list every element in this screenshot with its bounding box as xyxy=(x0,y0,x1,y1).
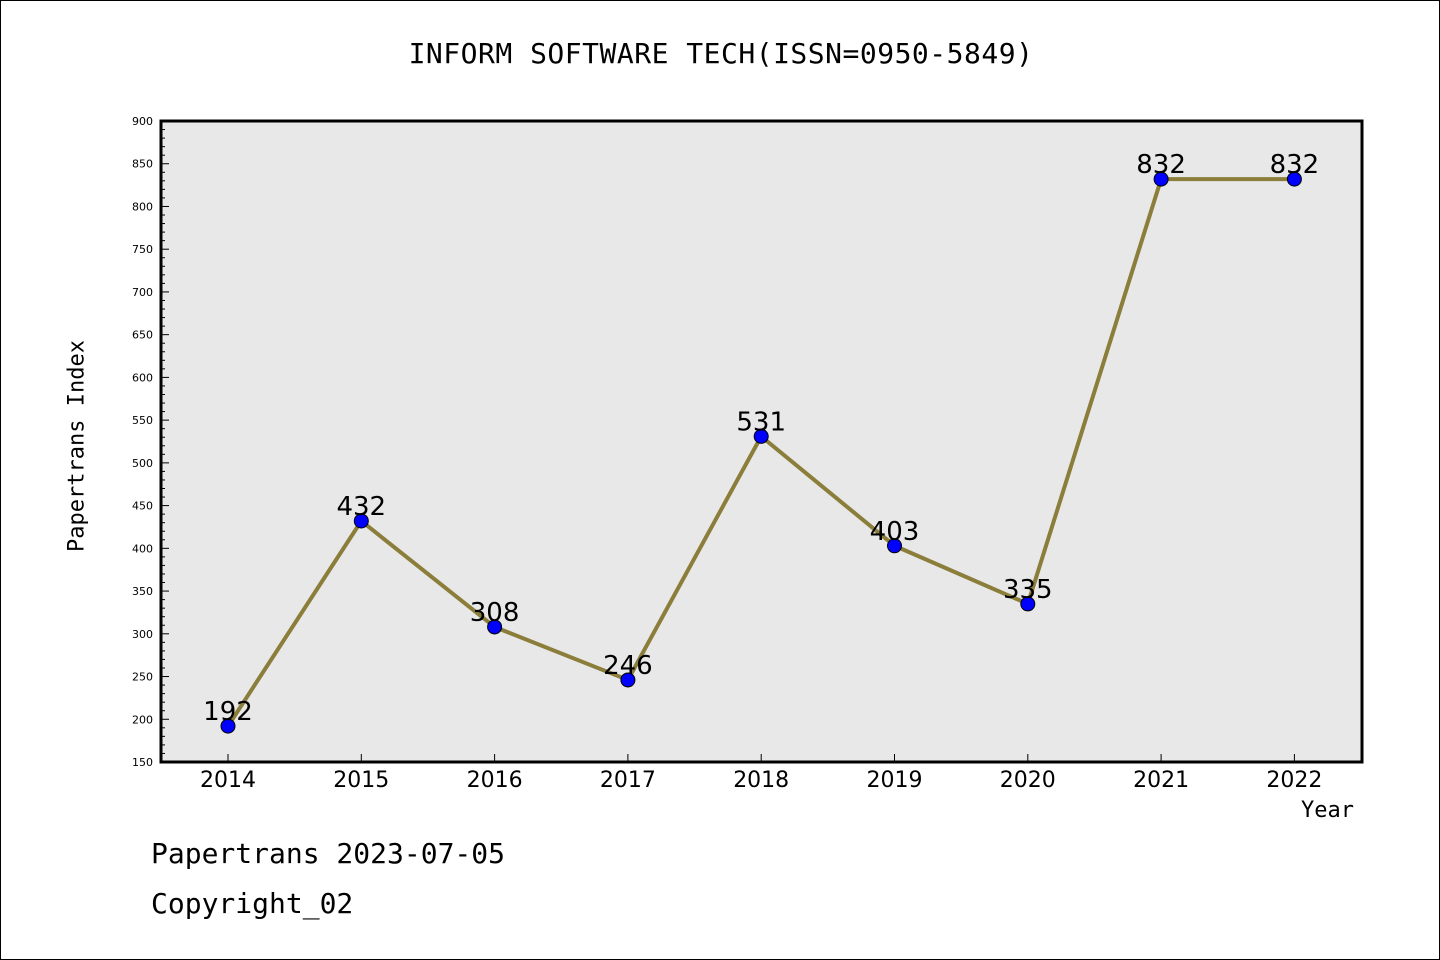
data-point xyxy=(620,672,636,688)
data-point xyxy=(1020,596,1036,612)
y-tick-label: 250 xyxy=(132,671,153,684)
x-tick-label: 2020 xyxy=(1000,768,1056,793)
y-tick-label: 650 xyxy=(132,329,153,342)
y-tick-label: 400 xyxy=(132,542,153,555)
x-tick-label: 2017 xyxy=(600,768,656,793)
data-point xyxy=(487,619,503,635)
x-tick-label: 2022 xyxy=(1266,768,1322,793)
x-axis-label: Year xyxy=(1301,798,1354,823)
y-tick-label: 900 xyxy=(132,115,153,128)
data-point xyxy=(887,538,902,554)
y-tick-label: 550 xyxy=(132,414,153,427)
data-point xyxy=(220,718,236,734)
data-point xyxy=(1286,171,1302,187)
x-tick-label: 2019 xyxy=(867,768,923,793)
x-tick-label: 2018 xyxy=(733,768,789,793)
footer-date: Papertrans 2023-07-05 xyxy=(151,837,506,870)
x-axis-ticks: 2014 2015 2016 2017 2018 2019 2020 2021 2022 xyxy=(200,754,1322,793)
data-point xyxy=(353,513,369,529)
data-point xyxy=(753,428,769,444)
y-tick-label: 700 xyxy=(132,286,153,299)
y-tick-label: 350 xyxy=(132,585,153,598)
y-tick-label: 750 xyxy=(132,243,153,256)
chart-title: INFORM SOFTWARE TECH(ISSN=0950-5849) xyxy=(408,37,1034,70)
x-tick-label: 2014 xyxy=(200,768,256,793)
data-label: 246 xyxy=(603,651,653,681)
x-tick-label: 2021 xyxy=(1133,768,1189,793)
y-tick-label: 500 xyxy=(132,457,153,470)
y-tick-label: 850 xyxy=(132,158,153,171)
x-tick-label: 2015 xyxy=(333,768,389,793)
y-tick-label: 600 xyxy=(132,371,153,384)
data-markers xyxy=(220,171,1302,734)
y-axis-ticks: 150 200 250 300 350 400 450 500 550 600 650 700 750 8… xyxy=(132,115,169,769)
y-tick-label: 150 xyxy=(132,756,153,769)
x-tick-label: 2016 xyxy=(467,768,523,793)
data-label: 192 xyxy=(203,697,253,727)
data-label: 335 xyxy=(1003,575,1053,605)
footer-copyright: Copyright_02 xyxy=(151,887,354,920)
data-label: 832 xyxy=(1136,150,1186,180)
y-tick-label: 800 xyxy=(132,200,153,213)
y-tick-label: 300 xyxy=(132,628,153,641)
data-label: 832 xyxy=(1270,150,1320,180)
data-label: 432 xyxy=(336,492,386,522)
data-label: 308 xyxy=(470,598,520,628)
data-labels: 192 432 308 246 531 403 335 832 832 xyxy=(203,150,1319,727)
plot-frame xyxy=(159,119,1364,764)
data-label: 403 xyxy=(870,517,920,547)
data-point xyxy=(1153,171,1169,187)
y-tick-label: 450 xyxy=(132,500,153,513)
data-label: 531 xyxy=(736,407,786,437)
y-tick-label: 200 xyxy=(132,713,153,726)
